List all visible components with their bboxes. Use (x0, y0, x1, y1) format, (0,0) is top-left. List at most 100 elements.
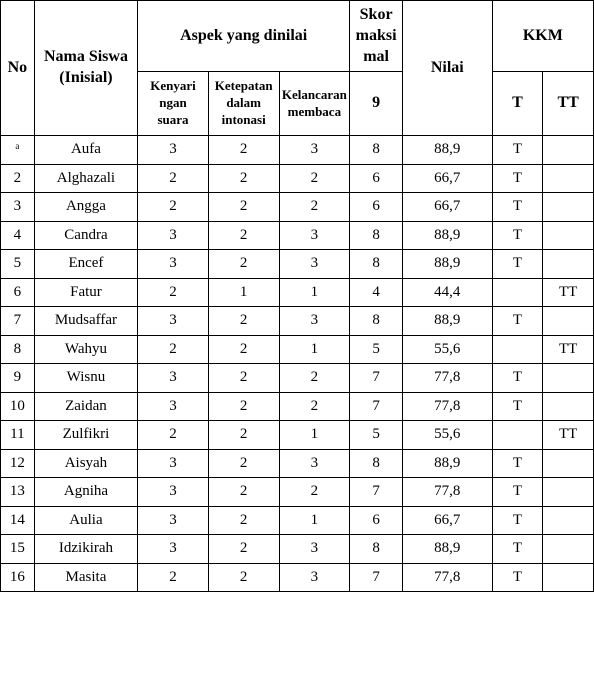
table-body: ᵃAufa323888,9T2Alghazali222666,7T3Angga2… (1, 136, 594, 592)
cell-a2: 2 (208, 250, 279, 279)
cell-nilai: 77,8 (402, 478, 492, 507)
header-nama: Nama Siswa (Inisial) (34, 1, 137, 136)
cell-a1: 3 (138, 221, 209, 250)
cell-a3: 1 (279, 421, 350, 450)
cell-nama: Encef (34, 250, 137, 279)
cell-a2: 1 (208, 278, 279, 307)
cell-nama: Masita (34, 563, 137, 592)
cell-nama: Angga (34, 193, 137, 222)
cell-no: 15 (1, 535, 35, 564)
cell-a1: 3 (138, 449, 209, 478)
cell-a1: 3 (138, 250, 209, 279)
sub-kelancaran: Kelancaran membaca (279, 72, 350, 136)
cell-a1: 3 (138, 307, 209, 336)
cell-nilai: 77,8 (402, 392, 492, 421)
cell-t (492, 278, 543, 307)
cell-nama: Zaidan (34, 392, 137, 421)
cell-tt (543, 449, 594, 478)
header-skor-l2: maksi (352, 26, 400, 47)
cell-a3: 1 (279, 506, 350, 535)
table-row: 15Idzikirah323888,9T (1, 535, 594, 564)
cell-skor: 6 (350, 164, 403, 193)
cell-nilai: 77,8 (402, 364, 492, 393)
cell-tt (543, 506, 594, 535)
cell-t: T (492, 392, 543, 421)
table-row: 16Masita223777,8T (1, 563, 594, 592)
table-row: 11Zulfikri221555,6TT (1, 421, 594, 450)
cell-a2: 2 (208, 364, 279, 393)
cell-a3: 3 (279, 449, 350, 478)
sub-kenyari-l3: suara (140, 112, 206, 129)
cell-nilai: 77,8 (402, 563, 492, 592)
table-header: No Nama Siswa (Inisial) Aspek yang dinil… (1, 1, 594, 136)
cell-nama: Candra (34, 221, 137, 250)
cell-a2: 2 (208, 421, 279, 450)
cell-tt: TT (543, 278, 594, 307)
cell-nama: Wahyu (34, 335, 137, 364)
cell-t: T (492, 221, 543, 250)
cell-a3: 3 (279, 535, 350, 564)
cell-nama: Alghazali (34, 164, 137, 193)
sub-kenyari-l2: ngan (140, 95, 206, 112)
cell-no: ᵃ (1, 136, 35, 165)
cell-skor: 5 (350, 335, 403, 364)
cell-no: 13 (1, 478, 35, 507)
cell-skor: 7 (350, 478, 403, 507)
cell-t: T (492, 449, 543, 478)
cell-nilai: 44,4 (402, 278, 492, 307)
cell-tt (543, 392, 594, 421)
header-nilai: Nilai (402, 1, 492, 136)
cell-a1: 3 (138, 535, 209, 564)
cell-a3: 1 (279, 278, 350, 307)
cell-nilai: 55,6 (402, 335, 492, 364)
cell-nilai: 88,9 (402, 221, 492, 250)
cell-t: T (492, 535, 543, 564)
cell-no: 4 (1, 221, 35, 250)
cell-a1: 3 (138, 506, 209, 535)
cell-a2: 2 (208, 136, 279, 165)
cell-skor: 8 (350, 307, 403, 336)
cell-a2: 2 (208, 535, 279, 564)
cell-tt: TT (543, 421, 594, 450)
cell-tt (543, 563, 594, 592)
cell-a2: 2 (208, 478, 279, 507)
cell-a3: 2 (279, 164, 350, 193)
table-row: 9Wisnu322777,8T (1, 364, 594, 393)
table-row: ᵃAufa323888,9T (1, 136, 594, 165)
cell-a3: 2 (279, 193, 350, 222)
cell-tt (543, 535, 594, 564)
header-skor-l3: mal (352, 47, 400, 68)
cell-skor: 8 (350, 449, 403, 478)
cell-nilai: 55,6 (402, 421, 492, 450)
table-row: 7Mudsaffar323888,9T (1, 307, 594, 336)
cell-t: T (492, 563, 543, 592)
cell-nilai: 88,9 (402, 307, 492, 336)
header-skor-l1: Skor (352, 5, 400, 26)
cell-a3: 2 (279, 364, 350, 393)
header-nama-l2: (Inisial) (37, 68, 135, 89)
cell-a2: 2 (208, 193, 279, 222)
cell-a2: 2 (208, 392, 279, 421)
cell-nilai: 88,9 (402, 136, 492, 165)
sub-ketepatan-l3: intonasi (211, 112, 277, 129)
table-row: 3Angga222666,7T (1, 193, 594, 222)
cell-t (492, 421, 543, 450)
cell-no: 10 (1, 392, 35, 421)
cell-a1: 2 (138, 563, 209, 592)
cell-nama: Idzikirah (34, 535, 137, 564)
cell-skor: 7 (350, 364, 403, 393)
cell-nama: Fatur (34, 278, 137, 307)
header-aspek: Aspek yang dinilai (138, 1, 350, 72)
cell-no: 5 (1, 250, 35, 279)
header-nama-l1: Nama Siswa (37, 47, 135, 68)
cell-tt (543, 136, 594, 165)
cell-a2: 2 (208, 335, 279, 364)
table-row: 4Candra323888,9T (1, 221, 594, 250)
sub-ketepatan-l2: dalam (211, 95, 277, 112)
cell-a3: 3 (279, 250, 350, 279)
cell-no: 12 (1, 449, 35, 478)
cell-a1: 2 (138, 164, 209, 193)
header-skor-max: 9 (350, 72, 403, 136)
cell-a2: 2 (208, 307, 279, 336)
cell-skor: 8 (350, 221, 403, 250)
